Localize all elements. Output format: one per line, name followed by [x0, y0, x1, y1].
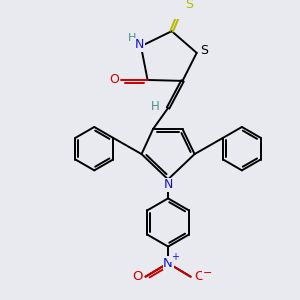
Text: S: S [200, 44, 208, 57]
Text: O: O [194, 270, 204, 283]
Text: N: N [135, 38, 144, 51]
Text: N: N [164, 178, 173, 191]
Text: S: S [185, 0, 193, 11]
Text: O: O [109, 74, 119, 86]
Text: H: H [128, 33, 137, 43]
Text: N: N [163, 257, 173, 270]
Text: O: O [132, 270, 142, 283]
Text: +: + [171, 251, 179, 262]
Text: −: − [202, 268, 212, 278]
Text: H: H [151, 100, 160, 113]
